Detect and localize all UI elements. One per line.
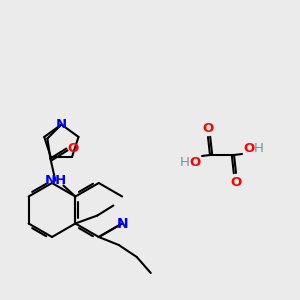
- Text: O: O: [189, 155, 201, 169]
- Text: O: O: [243, 142, 255, 154]
- Text: N: N: [56, 118, 67, 131]
- Text: O: O: [202, 122, 214, 134]
- Text: O: O: [230, 176, 242, 188]
- Text: NH: NH: [44, 174, 67, 187]
- Text: N: N: [116, 217, 128, 230]
- Text: O: O: [68, 142, 79, 155]
- Text: H: H: [180, 155, 190, 169]
- Text: H: H: [254, 142, 264, 154]
